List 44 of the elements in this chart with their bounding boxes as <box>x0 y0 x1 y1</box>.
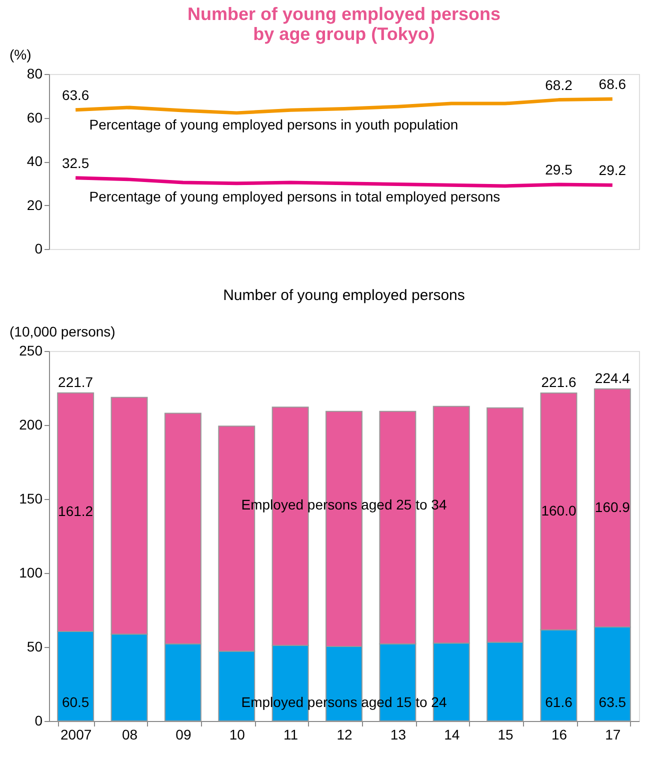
total-label: 221.6 <box>541 374 576 390</box>
y-tick-label: 60 <box>26 109 43 126</box>
x-tick-label: 10 <box>229 726 246 742</box>
data-label: 161.2 <box>58 503 94 520</box>
total-label: 221.7 <box>58 374 94 390</box>
x-tick-label: 08 <box>122 726 138 742</box>
y-tick-label: 0 <box>34 240 43 256</box>
series-label: Percentage of young employed persons in total employed persons <box>89 188 500 204</box>
x-tick-label: 12 <box>336 726 352 742</box>
x-tick-label: 15 <box>498 726 514 742</box>
chart-title: Number of young employed persons <box>223 287 465 304</box>
data-label: 60.5 <box>62 694 90 710</box>
x-tick-label: 16 <box>551 726 568 742</box>
data-label: 32.5 <box>62 154 90 171</box>
y-tick-label: 250 <box>19 342 43 358</box>
x-tick-label: 14 <box>444 726 460 742</box>
y-tick-label: 0 <box>34 712 43 728</box>
data-label: 63.5 <box>598 694 626 710</box>
data-label: 160.9 <box>594 498 630 515</box>
total-label: 224.4 <box>594 370 630 386</box>
x-tick-label: 11 <box>284 726 298 742</box>
y-tick-label: 20 <box>26 196 43 213</box>
y-tick-label: 150 <box>19 490 43 506</box>
y-tick-label: 50 <box>26 638 43 654</box>
y-axis-title: (10,000 persons) <box>10 324 116 340</box>
x-tick-label: 2007 <box>60 726 92 742</box>
data-label: 68.6 <box>598 76 626 92</box>
x-tick-label: 17 <box>605 726 621 742</box>
y-tick-label: 200 <box>19 416 43 432</box>
chart-title: Number of young employed persons by age group (Tokyo) <box>187 4 501 44</box>
data-label: 29.5 <box>545 161 573 178</box>
line-series <box>74 176 614 188</box>
y-tick-label: 80 <box>26 66 43 82</box>
y-tick-label: 40 <box>26 153 43 169</box>
y-tick-label: 100 <box>19 564 43 580</box>
data-label: 160.0 <box>541 502 576 518</box>
data-label: 63.6 <box>62 86 90 103</box>
data-label: 29.2 <box>598 162 626 178</box>
series-label: Percentage of young employed persons in youth population <box>89 116 458 132</box>
data-label: 61.6 <box>545 694 573 710</box>
data-label: 68.2 <box>545 76 573 93</box>
x-tick-label: 09 <box>176 726 192 742</box>
y-axis-title: (%) <box>10 46 32 62</box>
x-tick-label: 13 <box>390 726 406 742</box>
